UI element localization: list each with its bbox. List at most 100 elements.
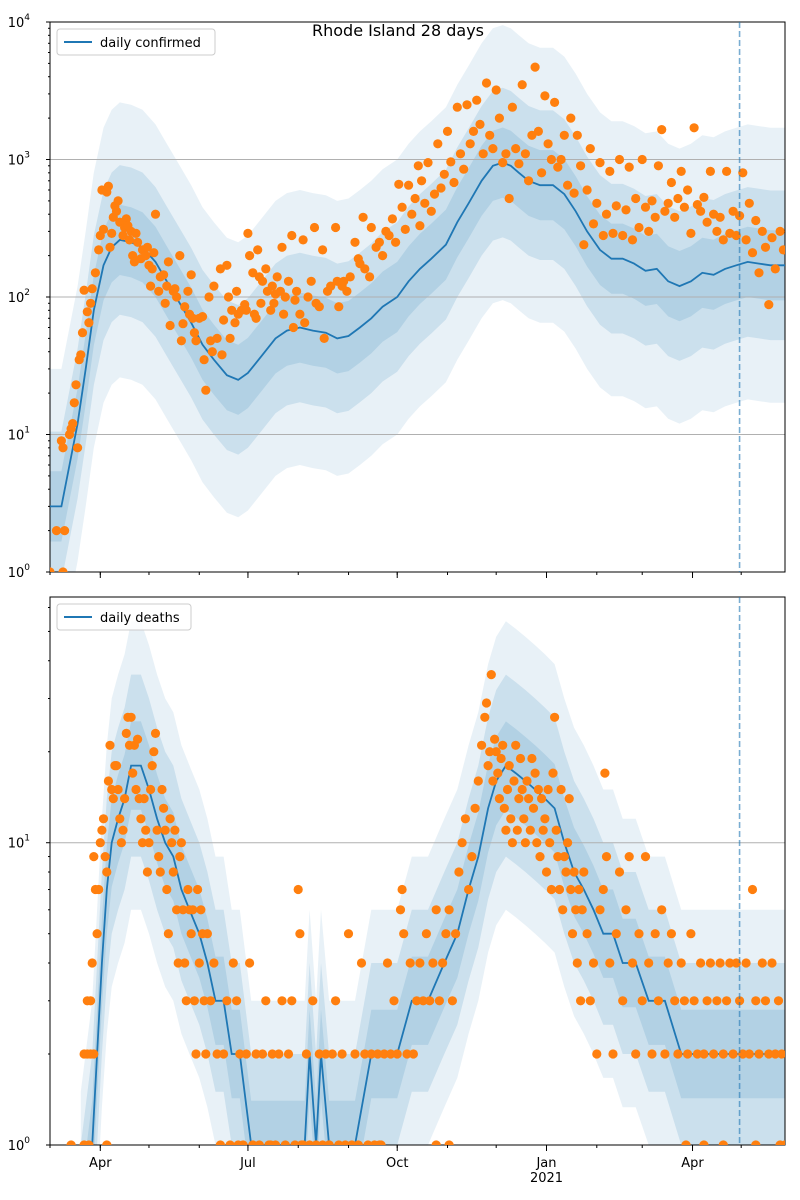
data-point: [415, 958, 425, 968]
data-point: [744, 198, 754, 208]
data-point: [360, 1049, 370, 1059]
data-point: [266, 1140, 276, 1145]
data-point: [199, 355, 209, 365]
data-point: [431, 905, 441, 915]
x-tick-label: Jul: [239, 1156, 256, 1171]
data-point: [254, 1140, 264, 1145]
data-point: [718, 235, 728, 245]
data-point: [173, 958, 183, 968]
data-point: [666, 929, 677, 939]
data-point: [141, 251, 151, 261]
data-point: [60, 526, 70, 536]
data-point: [402, 1049, 412, 1059]
y-tick-label: 100: [8, 563, 31, 581]
data-point: [778, 245, 785, 255]
data-point: [515, 753, 526, 764]
data-point: [686, 228, 696, 238]
data-point: [777, 1049, 785, 1059]
data-point: [222, 996, 232, 1006]
x-tick-label: Jan: [535, 1156, 556, 1171]
data-point: [512, 825, 522, 835]
observed-points: [66, 670, 785, 1145]
data-point: [183, 286, 193, 296]
data-point: [146, 281, 156, 291]
confirmed-panel: 100 101 102 103 104 daily confirmed: [8, 13, 786, 581]
data-point: [470, 803, 480, 813]
data-point: [266, 305, 276, 315]
data-point: [579, 240, 589, 250]
data-point: [209, 958, 219, 968]
data-point: [124, 235, 135, 245]
data-point: [571, 905, 581, 915]
data-point: [524, 794, 534, 804]
data-point: [71, 380, 81, 390]
data-point: [559, 852, 569, 862]
data-point: [293, 884, 303, 895]
data-point: [718, 1049, 728, 1059]
data-point: [601, 852, 612, 862]
data-point: [455, 149, 466, 159]
data-point: [342, 286, 352, 296]
data-point: [718, 1140, 728, 1145]
data-point: [116, 838, 126, 848]
data-point: [257, 1049, 268, 1059]
data-point: [201, 1049, 211, 1059]
data-point: [548, 768, 558, 778]
data-point: [488, 144, 498, 154]
data-point: [353, 1140, 363, 1145]
data-point: [105, 242, 115, 252]
data-point: [764, 300, 774, 310]
data-point: [77, 328, 88, 338]
data-point: [444, 1140, 454, 1145]
data-point: [673, 193, 683, 204]
data-point: [107, 784, 117, 795]
data-point: [306, 276, 316, 286]
data-point: [431, 1140, 441, 1145]
data-point: [447, 996, 457, 1006]
data-point: [595, 905, 605, 915]
data-point: [160, 825, 170, 835]
data-point: [235, 1049, 245, 1059]
data-point: [712, 996, 722, 1006]
data-point: [676, 958, 686, 968]
data-point: [611, 929, 621, 939]
data-point: [770, 264, 780, 274]
data-point: [650, 212, 660, 222]
data-point: [215, 1140, 225, 1145]
data-point: [111, 206, 122, 216]
data-point: [598, 884, 608, 895]
data-point: [94, 245, 104, 255]
data-point: [428, 958, 438, 968]
data-point: [180, 302, 190, 312]
data-point: [660, 1049, 670, 1059]
data-point: [331, 996, 341, 1006]
data-point: [696, 958, 706, 968]
data-point: [460, 814, 470, 824]
data-point: [308, 996, 318, 1006]
data-point: [366, 1049, 376, 1059]
data-point: [163, 929, 173, 939]
data-point: [386, 1049, 396, 1059]
data-point: [219, 1049, 229, 1059]
data-point: [141, 825, 151, 835]
data-point: [566, 113, 576, 123]
data-point: [197, 312, 208, 322]
data-point: [136, 814, 146, 824]
data-point: [206, 996, 216, 1006]
data-point: [511, 740, 521, 750]
data-point: [168, 867, 178, 877]
data-point: [319, 333, 329, 343]
data-point: [491, 85, 501, 95]
data-point: [502, 784, 513, 795]
data-point: [73, 443, 83, 453]
data-point: [488, 776, 498, 786]
data-point: [183, 884, 193, 895]
data-point: [251, 313, 261, 323]
x-tick-label: Apr: [89, 1156, 112, 1171]
data-point: [540, 91, 550, 101]
data-point: [295, 929, 305, 939]
data-point: [712, 226, 722, 236]
deaths-panel: 100 101 Apr Jul Oct Jan Apr 2021 daily deaths: [8, 596, 786, 1186]
data-point: [175, 251, 185, 261]
data-point: [217, 350, 227, 360]
